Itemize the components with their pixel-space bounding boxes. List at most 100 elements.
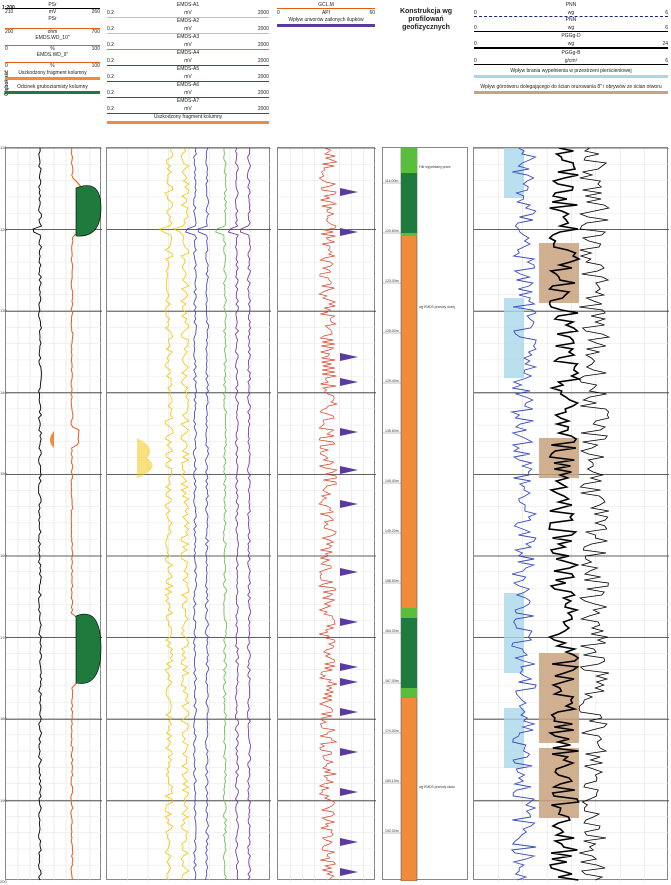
curve-min: 0.2 xyxy=(107,10,114,16)
curve-max: 2000 xyxy=(257,58,269,64)
curve-name: PNN xyxy=(565,17,577,23)
shale-fill xyxy=(340,378,358,386)
shale-fill xyxy=(340,618,358,626)
curve-unit: mV xyxy=(48,9,57,15)
curve-min: 0.2 xyxy=(107,106,114,112)
shale-fill xyxy=(340,353,358,361)
coarse-section xyxy=(401,173,417,233)
curve-name: EMDS-A6 xyxy=(176,82,200,88)
fill-label: Uszkodzony fragment kolumny xyxy=(18,70,87,76)
curve-line xyxy=(5,45,100,46)
fill-label: Wpływ brania wypełnienia w przestrzeni p… xyxy=(510,68,632,74)
fill-swatch xyxy=(107,121,269,124)
curve-line xyxy=(5,8,100,9)
depth-mark: 164.00m xyxy=(385,629,399,633)
fill-formation xyxy=(539,243,579,303)
curve-name: EMDS.WD_9" xyxy=(36,52,69,58)
depth-tick-label: 200 xyxy=(0,879,7,885)
curve-max: 700 xyxy=(91,29,100,35)
curve-name: EMDS-A5 xyxy=(176,66,200,72)
curve-unit: wg xyxy=(567,10,575,16)
curve-min: 0.2 xyxy=(107,90,114,96)
shale-fill xyxy=(340,188,358,196)
curve-max: 6 xyxy=(665,58,668,64)
curve-name: EMDS-A4 xyxy=(176,50,200,56)
curve-max: 2000 xyxy=(257,74,269,80)
coarse-section-fill xyxy=(75,185,102,237)
coarse-section-fill xyxy=(75,613,102,684)
curve-min: 0 xyxy=(474,58,477,64)
depth-mark: 158.50m xyxy=(385,579,399,583)
depth-tick-label: 190 xyxy=(0,797,7,803)
curve-max: 2000 xyxy=(257,26,269,32)
depth-axis: 110 120 130 140 150 160 170 180 190 200 xyxy=(0,145,7,884)
curve-unit: mV xyxy=(184,10,192,16)
curve-line xyxy=(474,31,668,32)
fill-swatch xyxy=(5,77,100,80)
curve-unit: % xyxy=(50,46,55,52)
psr-curve xyxy=(32,148,43,881)
emds-curve xyxy=(70,148,98,881)
depth-mark: 120.60m xyxy=(385,229,399,233)
depth-mark: 149.20m xyxy=(385,529,399,533)
fill-annulus xyxy=(504,148,524,198)
curve-unit: API xyxy=(321,10,331,16)
curve-name: EMDS-A7 xyxy=(176,98,200,104)
curve-unit: mV xyxy=(184,42,192,48)
depth-mark: 174.00m xyxy=(385,729,399,733)
curve-min: 0.2 xyxy=(107,58,114,64)
curve-unit: wg xyxy=(567,25,575,31)
curve-max: 2000 xyxy=(257,106,269,112)
emds-curve xyxy=(227,148,240,881)
curve-min: 0 xyxy=(277,10,280,16)
curve-min: 210 xyxy=(5,9,14,15)
depth-tick-label: 110 xyxy=(0,145,7,150)
depth-tick-label: 130 xyxy=(0,308,7,314)
curve-line xyxy=(474,47,668,49)
curve-unit: mV xyxy=(184,26,192,32)
depth-tick-label: 120 xyxy=(0,226,7,232)
curve-min: 0 xyxy=(5,46,8,52)
curve-min: 0 xyxy=(5,63,8,69)
curve-max: 2000 xyxy=(257,90,269,96)
depth-mark: 192.00m xyxy=(385,829,399,833)
curve-unit: ohm xyxy=(47,29,58,35)
curve-min: 0 xyxy=(474,25,477,31)
casing-column xyxy=(400,148,418,881)
construction-note: wg EMDS przerwy około xyxy=(419,785,455,789)
curve-max: 6 xyxy=(665,10,668,16)
depth-mark: 123.00m xyxy=(385,279,399,283)
depth-mark: 114.00m xyxy=(385,179,398,183)
emds-curve xyxy=(239,148,251,881)
depth-mark: 183.10m xyxy=(385,779,399,783)
curve-max: 24 xyxy=(662,41,668,47)
curve-min: 200 xyxy=(5,29,14,35)
curve-name: PSr xyxy=(48,16,57,22)
curve-unit: mV xyxy=(184,90,192,96)
curve-line xyxy=(474,64,668,65)
track5-body xyxy=(473,147,669,881)
curve-max: 2000 xyxy=(257,42,269,48)
fill-annulus xyxy=(504,708,524,768)
curve-unit: g/cm³ xyxy=(564,58,578,64)
emds-curve xyxy=(197,148,210,881)
curve-min: 0 xyxy=(474,10,477,16)
curve-line xyxy=(5,62,100,63)
curve-max: 2000 xyxy=(257,10,269,16)
curve-line xyxy=(107,49,269,50)
curve-min: 0.2 xyxy=(107,74,114,80)
gcl-curve xyxy=(317,148,339,881)
track5-header: PNN 0 wg 6 PNN 0 wg 6 PGGg-D 0 wg 24 PGG… xyxy=(474,2,668,97)
fill-label: Wpływ urworów zailonych ilupków xyxy=(288,17,364,23)
depth-tick-label: 180 xyxy=(0,716,7,722)
pggg-curve xyxy=(547,148,582,881)
curve-unit: % xyxy=(50,63,55,69)
curve-min: 0.2 xyxy=(107,26,114,32)
curve-line xyxy=(107,65,269,66)
track4-body: 114.00m 120.60m 123.00m 125.00m 129.40m 135.6… xyxy=(382,147,468,881)
track1-body xyxy=(5,147,102,881)
curve-line xyxy=(107,81,269,82)
curve-name: PSr xyxy=(48,2,57,8)
depth-tick-label: 150 xyxy=(0,471,7,477)
damaged-fill xyxy=(137,438,153,478)
